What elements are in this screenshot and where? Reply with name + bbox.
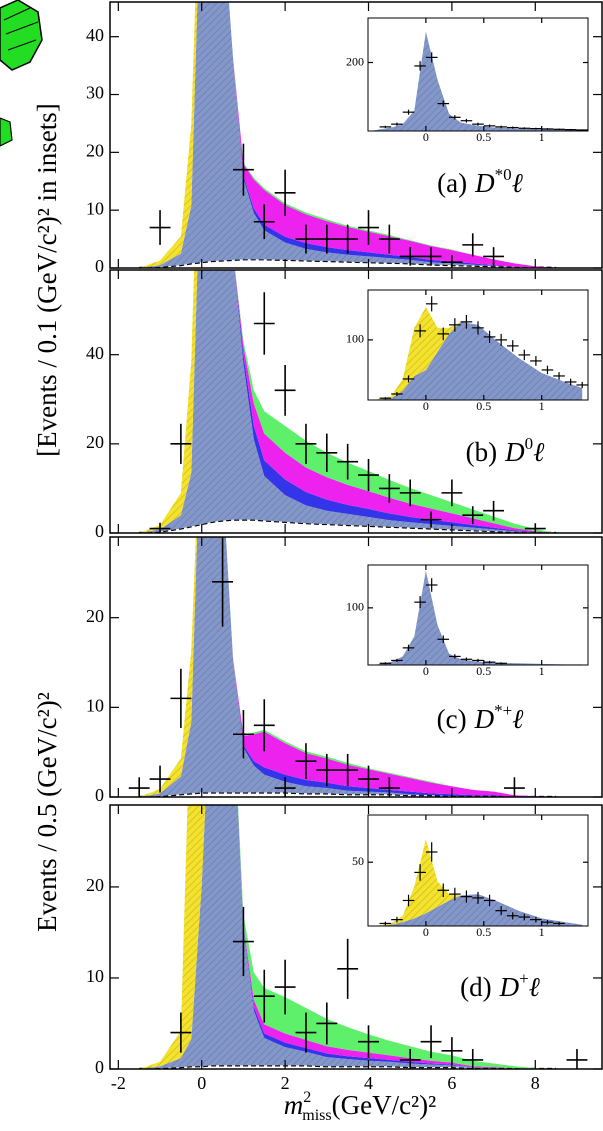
x-tick-label: 8 bbox=[531, 1073, 540, 1093]
stack-area bbox=[139, 537, 557, 797]
y-tick-label: 40 bbox=[86, 25, 104, 45]
y-tick-label: 20 bbox=[86, 875, 104, 895]
x-tick-label: 0 bbox=[197, 1073, 206, 1093]
panel-particle: D bbox=[474, 168, 495, 198]
stack-area bbox=[373, 839, 583, 926]
plot-area bbox=[128, 537, 557, 797]
y-tick-label: 10 bbox=[86, 966, 104, 986]
y-tick-label: 0 bbox=[95, 1057, 104, 1077]
plot-area bbox=[139, 805, 588, 1069]
inset-background bbox=[368, 18, 588, 131]
stack-area bbox=[139, 270, 557, 533]
x-tick-label: 0 bbox=[423, 130, 429, 144]
x-tick-label: 0 bbox=[423, 664, 429, 678]
panel-letter: (a) bbox=[437, 168, 467, 198]
stack-area bbox=[373, 306, 583, 400]
x-axis-label: m2 miss(GeV/c²)² bbox=[284, 1089, 436, 1124]
frame bbox=[367, 564, 589, 666]
y-tick-label: 40 bbox=[86, 343, 104, 363]
plot-area bbox=[373, 839, 583, 926]
panel-letter: (b) bbox=[466, 437, 497, 467]
panel-letter: (d) bbox=[460, 972, 491, 1002]
y-tick-label: 0 bbox=[95, 521, 104, 541]
plot-area bbox=[139, 270, 557, 533]
x-tick-label: 6 bbox=[447, 1073, 456, 1093]
x-tick-label: 1 bbox=[539, 130, 545, 144]
panel-lepton: ℓ bbox=[512, 704, 524, 734]
x-tick-label: 2 bbox=[281, 1073, 290, 1093]
stack-area bbox=[373, 894, 583, 926]
stack-area bbox=[373, 321, 583, 400]
y-tick-label: 50 bbox=[352, 854, 364, 868]
panel-letter: (c) bbox=[437, 704, 467, 734]
panel-label: (c) D*+ℓ bbox=[437, 701, 525, 734]
y-axis-label: Events / 0.5 (GeV/c²)² bbox=[32, 692, 62, 932]
y-tick-label: 0 bbox=[95, 785, 104, 805]
y-tick-label: 20 bbox=[86, 140, 104, 160]
corner-graphic bbox=[0, 0, 43, 147]
plot-area bbox=[373, 296, 588, 400]
panel-particle: D bbox=[474, 704, 495, 734]
y-tick-label: 10 bbox=[86, 198, 104, 218]
frame bbox=[109, 536, 603, 798]
frame bbox=[367, 17, 589, 132]
x-tick-label: 1 bbox=[539, 664, 545, 678]
stack-area bbox=[139, 2, 557, 268]
stack-area bbox=[139, 270, 557, 533]
y-tick-label: 30 bbox=[86, 83, 104, 103]
x-tick-label: 1 bbox=[539, 925, 545, 939]
frame bbox=[109, 269, 603, 534]
x-tick-label: 1 bbox=[539, 399, 545, 413]
inset-background bbox=[368, 565, 588, 665]
y-tick-label: 100 bbox=[346, 332, 364, 346]
x-tick-label: 0.5 bbox=[476, 925, 491, 939]
y-tick-label: 20 bbox=[86, 606, 104, 626]
frame bbox=[109, 804, 603, 1070]
frame bbox=[367, 814, 589, 927]
x-label-rest: (GeV/c²)² bbox=[332, 1090, 437, 1120]
panel-label: (d) D+ℓ bbox=[460, 969, 541, 1002]
x-tick-label: 0.5 bbox=[476, 664, 491, 678]
panel-charge: *0 bbox=[495, 165, 512, 184]
x-tick-label: 0.5 bbox=[476, 130, 491, 144]
panel-charge: 0 bbox=[525, 434, 534, 453]
x-label-base: m bbox=[284, 1090, 304, 1120]
y-axis-label: [Events / 0.1 (GeV/c²)² in insets] bbox=[32, 103, 62, 457]
x-tick-label: 0 bbox=[423, 925, 429, 939]
panel-charge: *+ bbox=[494, 701, 512, 720]
x-tick-label: 0 bbox=[423, 399, 429, 413]
y-tick-label: 20 bbox=[86, 432, 104, 452]
frame bbox=[367, 289, 589, 401]
y-tick-label: 10 bbox=[86, 695, 104, 715]
frame bbox=[109, 1, 603, 269]
stack-area bbox=[139, 805, 557, 1069]
plot-area bbox=[373, 570, 583, 665]
stack-area bbox=[139, 2, 557, 268]
plot-area bbox=[373, 31, 588, 131]
stack-area bbox=[373, 31, 583, 131]
x-label-sup: 2 bbox=[303, 1089, 311, 1106]
y-tick-label: 200 bbox=[346, 54, 364, 68]
x-tick-label: -2 bbox=[111, 1073, 126, 1093]
panel-lepton: ℓ bbox=[533, 437, 545, 467]
x-label-sub: miss bbox=[302, 1107, 331, 1124]
stack-area bbox=[139, 270, 557, 533]
panel-label: (b) D0ℓ bbox=[466, 434, 545, 467]
panel-label: (a) D*0ℓ bbox=[437, 165, 523, 198]
stack-area bbox=[139, 537, 557, 797]
panel-particle: D bbox=[499, 972, 520, 1002]
x-tick-label: 4 bbox=[364, 1073, 373, 1093]
panel-lepton: ℓ bbox=[512, 168, 524, 198]
panel-particle: D bbox=[504, 437, 525, 467]
x-tick-label: 0.5 bbox=[476, 399, 491, 413]
panel-charge: + bbox=[519, 969, 529, 988]
stack-area bbox=[373, 570, 583, 665]
panel-lepton: ℓ bbox=[529, 972, 541, 1002]
y-tick-label: 0 bbox=[95, 256, 104, 276]
y-tick-label: 100 bbox=[346, 600, 364, 614]
